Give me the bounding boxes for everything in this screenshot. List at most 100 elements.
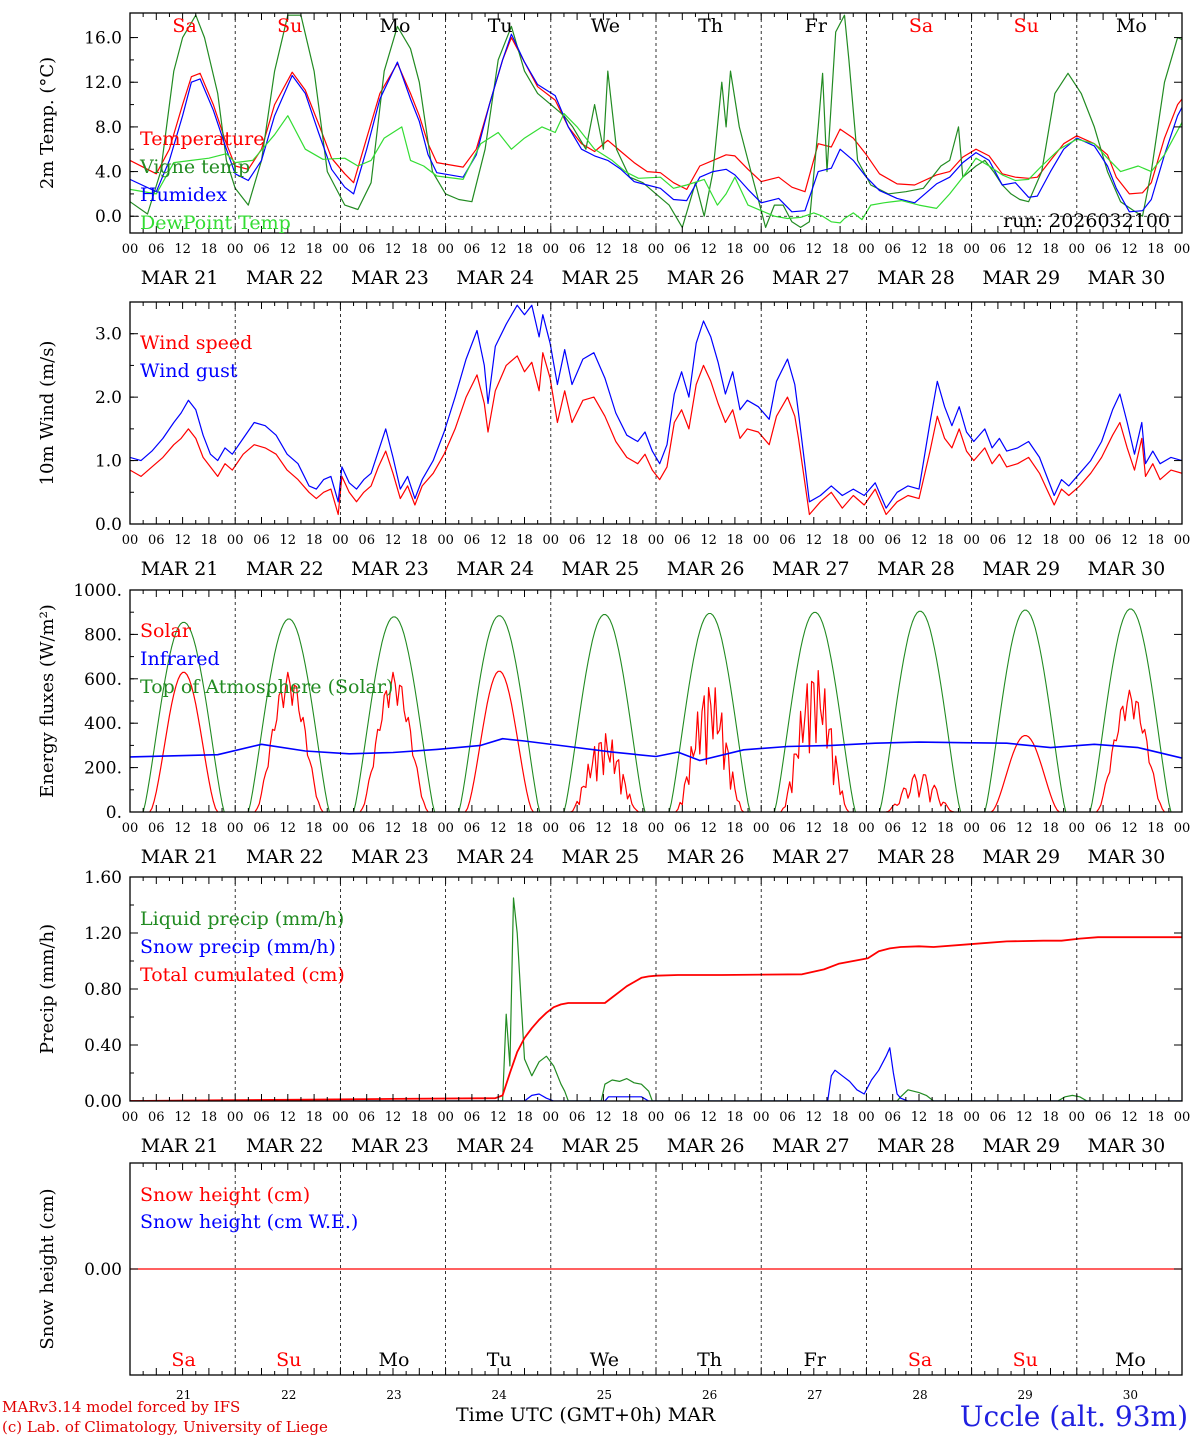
hour-tick-label: 06 (569, 533, 586, 548)
hour-tick-label: 18 (516, 533, 533, 548)
surface-solar-line (359, 671, 429, 812)
hour-tick-label: 00 (437, 821, 454, 836)
hour-tick-label: 00 (227, 242, 244, 257)
hour-tick-label: 18 (1147, 242, 1164, 257)
hour-tick-label: 12 (700, 533, 717, 548)
legend-entry: Solar (140, 620, 192, 642)
weekday-label-top: Mo (1116, 15, 1147, 37)
day-date-label: MAR 30 (1088, 558, 1166, 580)
hour-tick-label: 06 (674, 533, 691, 548)
hour-tick-label: 06 (779, 821, 796, 836)
hour-tick-label: 18 (727, 533, 744, 548)
day-date-label: MAR 21 (141, 1135, 219, 1157)
hour-tick-label: 06 (674, 242, 691, 257)
day-date-label: MAR 29 (982, 846, 1060, 868)
series-line-total-cumulated-cm- (130, 936, 1182, 1101)
hour-tick-label: 06 (674, 1110, 691, 1125)
series-line-vigne-temp (130, 14, 1182, 228)
hour-tick-label: 00 (648, 1110, 665, 1125)
legend-entry: Snow height (cm) (140, 1184, 310, 1206)
weekday-label-bottom: Th (697, 1349, 722, 1371)
day-date-label: MAR 23 (351, 267, 429, 289)
hour-tick-label: 06 (674, 821, 691, 836)
day-date-label: MAR 21 (141, 558, 219, 580)
hour-tick-label: 12 (595, 242, 612, 257)
hour-tick-label: 12 (700, 821, 717, 836)
hour-tick-label: 06 (148, 1110, 165, 1125)
legend-entry: Total cumulated (cm) (140, 964, 345, 986)
day-date-label: MAR 22 (246, 1135, 324, 1157)
day-date-label: MAR 24 (456, 846, 534, 868)
surface-solar-line (1096, 689, 1165, 812)
day-number-label: 27 (807, 1388, 822, 1402)
station-label: Uccle (alt. 93m) (959, 1400, 1188, 1433)
day-date-label: MAR 25 (562, 1135, 640, 1157)
hour-tick-label: 00 (332, 1110, 349, 1125)
y-tick-label: 2.0 (95, 388, 122, 408)
hour-tick-label: 12 (490, 242, 507, 257)
hour-tick-label: 12 (280, 821, 297, 836)
day-number-label: 28 (912, 1388, 927, 1402)
hour-tick-label: 00 (122, 821, 139, 836)
hour-tick-label: 12 (700, 1110, 717, 1125)
hour-tick-label: 06 (358, 533, 375, 548)
y-tick-label: 0.80 (84, 980, 122, 1000)
surface-solar-line (675, 686, 745, 812)
hour-tick-label: 00 (543, 533, 560, 548)
hour-tick-label: 06 (358, 821, 375, 836)
day-date-label: MAR 26 (667, 558, 745, 580)
weekday-label-top: Su (1014, 15, 1039, 37)
hour-tick-label: 00 (543, 1110, 560, 1125)
hour-tick-label: 12 (385, 533, 402, 548)
day-date-label: MAR 23 (351, 1135, 429, 1157)
hour-tick-label: 18 (727, 1110, 744, 1125)
y-tick-label: 16.0 (84, 29, 122, 49)
day-date-label: MAR 22 (246, 846, 324, 868)
y-tick-label: 0.0 (95, 515, 122, 535)
y-tick-label: 600. (84, 670, 122, 690)
y-tick-label: 12.0 (84, 73, 122, 93)
hour-tick-label: 06 (884, 1110, 901, 1125)
toa-solar-line (878, 610, 962, 812)
hour-tick-label: 18 (621, 821, 638, 836)
hour-tick-label: 12 (911, 533, 928, 548)
hour-tick-label: 18 (1147, 821, 1164, 836)
day-date-label: MAR 24 (456, 558, 534, 580)
y-tick-label: 1000. (73, 581, 122, 601)
hour-tick-label: 00 (963, 533, 980, 548)
hour-tick-label: 00 (1174, 533, 1191, 548)
hour-tick-label: 06 (779, 1110, 796, 1125)
y-tick-label: 0. (106, 803, 122, 823)
weekday-label-bottom: Tu (487, 1349, 512, 1371)
hour-tick-label: 06 (990, 242, 1007, 257)
y-tick-label: 0.00 (84, 1260, 122, 1280)
y-tick-label: 400. (84, 714, 122, 734)
hour-tick-label: 06 (253, 533, 270, 548)
hour-tick-label: 06 (253, 1110, 270, 1125)
y-tick-label: 800. (84, 625, 122, 645)
hour-tick-label: 00 (437, 242, 454, 257)
series-line-wind-speed (130, 352, 1182, 516)
hour-tick-label: 00 (753, 1110, 770, 1125)
hour-tick-label: 18 (411, 533, 428, 548)
hour-tick-label: 18 (201, 533, 218, 548)
hour-tick-label: 18 (621, 1110, 638, 1125)
y-tick-label: 0.40 (84, 1036, 122, 1056)
hour-tick-label: 12 (490, 821, 507, 836)
hour-tick-label: 12 (490, 533, 507, 548)
day-date-label: MAR 25 (562, 846, 640, 868)
surface-solar-line (780, 669, 850, 812)
y-axis-label-snow: Snow height (cm) (37, 1188, 58, 1349)
hour-tick-label: 12 (174, 242, 191, 257)
day-date-label: MAR 25 (562, 558, 640, 580)
hour-tick-label: 12 (174, 533, 191, 548)
hour-tick-label: 18 (411, 242, 428, 257)
hour-tick-label: 00 (963, 242, 980, 257)
x-axis-title: Time UTC (GMT+0h) MAR (456, 1404, 715, 1426)
hour-tick-label: 06 (253, 242, 270, 257)
day-date-label: MAR 29 (982, 267, 1060, 289)
weekday-label-top: Sa (172, 15, 196, 37)
x-axis-title-text: Time UTC (GMT+0h) (456, 1404, 662, 1426)
hour-tick-label: 00 (332, 533, 349, 548)
hour-tick-label: 12 (385, 242, 402, 257)
